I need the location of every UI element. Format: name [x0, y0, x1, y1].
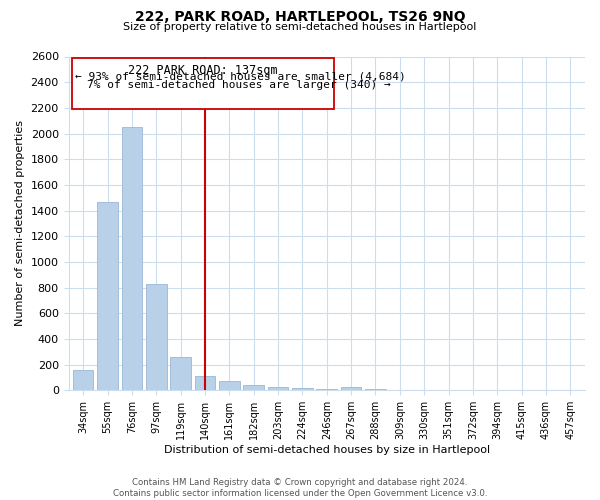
Bar [73, 370, 94, 390]
Bar [170, 357, 191, 390]
Bar [341, 387, 361, 390]
X-axis label: Distribution of semi-detached houses by size in Hartlepool: Distribution of semi-detached houses by … [164, 445, 490, 455]
Y-axis label: Number of semi-detached properties: Number of semi-detached properties [15, 120, 25, 326]
FancyBboxPatch shape [72, 58, 334, 109]
Bar [365, 389, 386, 390]
Bar [244, 385, 264, 390]
Text: Contains HM Land Registry data © Crown copyright and database right 2024.
Contai: Contains HM Land Registry data © Crown c… [113, 478, 487, 498]
Bar [194, 376, 215, 390]
Bar [219, 382, 239, 390]
Bar [268, 387, 289, 390]
Bar [122, 127, 142, 390]
Bar [97, 202, 118, 390]
Bar [146, 284, 167, 391]
Text: 222, PARK ROAD, HARTLEPOOL, TS26 9NQ: 222, PARK ROAD, HARTLEPOOL, TS26 9NQ [134, 10, 466, 24]
Text: Size of property relative to semi-detached houses in Hartlepool: Size of property relative to semi-detach… [124, 22, 476, 32]
Text: 222 PARK ROAD: 137sqm: 222 PARK ROAD: 137sqm [128, 64, 278, 76]
Bar [316, 389, 337, 390]
Bar [292, 388, 313, 390]
Text: ← 93% of semi-detached houses are smaller (4,684): ← 93% of semi-detached houses are smalle… [74, 72, 406, 82]
Text: 7% of semi-detached houses are larger (340) →: 7% of semi-detached houses are larger (3… [87, 80, 391, 90]
